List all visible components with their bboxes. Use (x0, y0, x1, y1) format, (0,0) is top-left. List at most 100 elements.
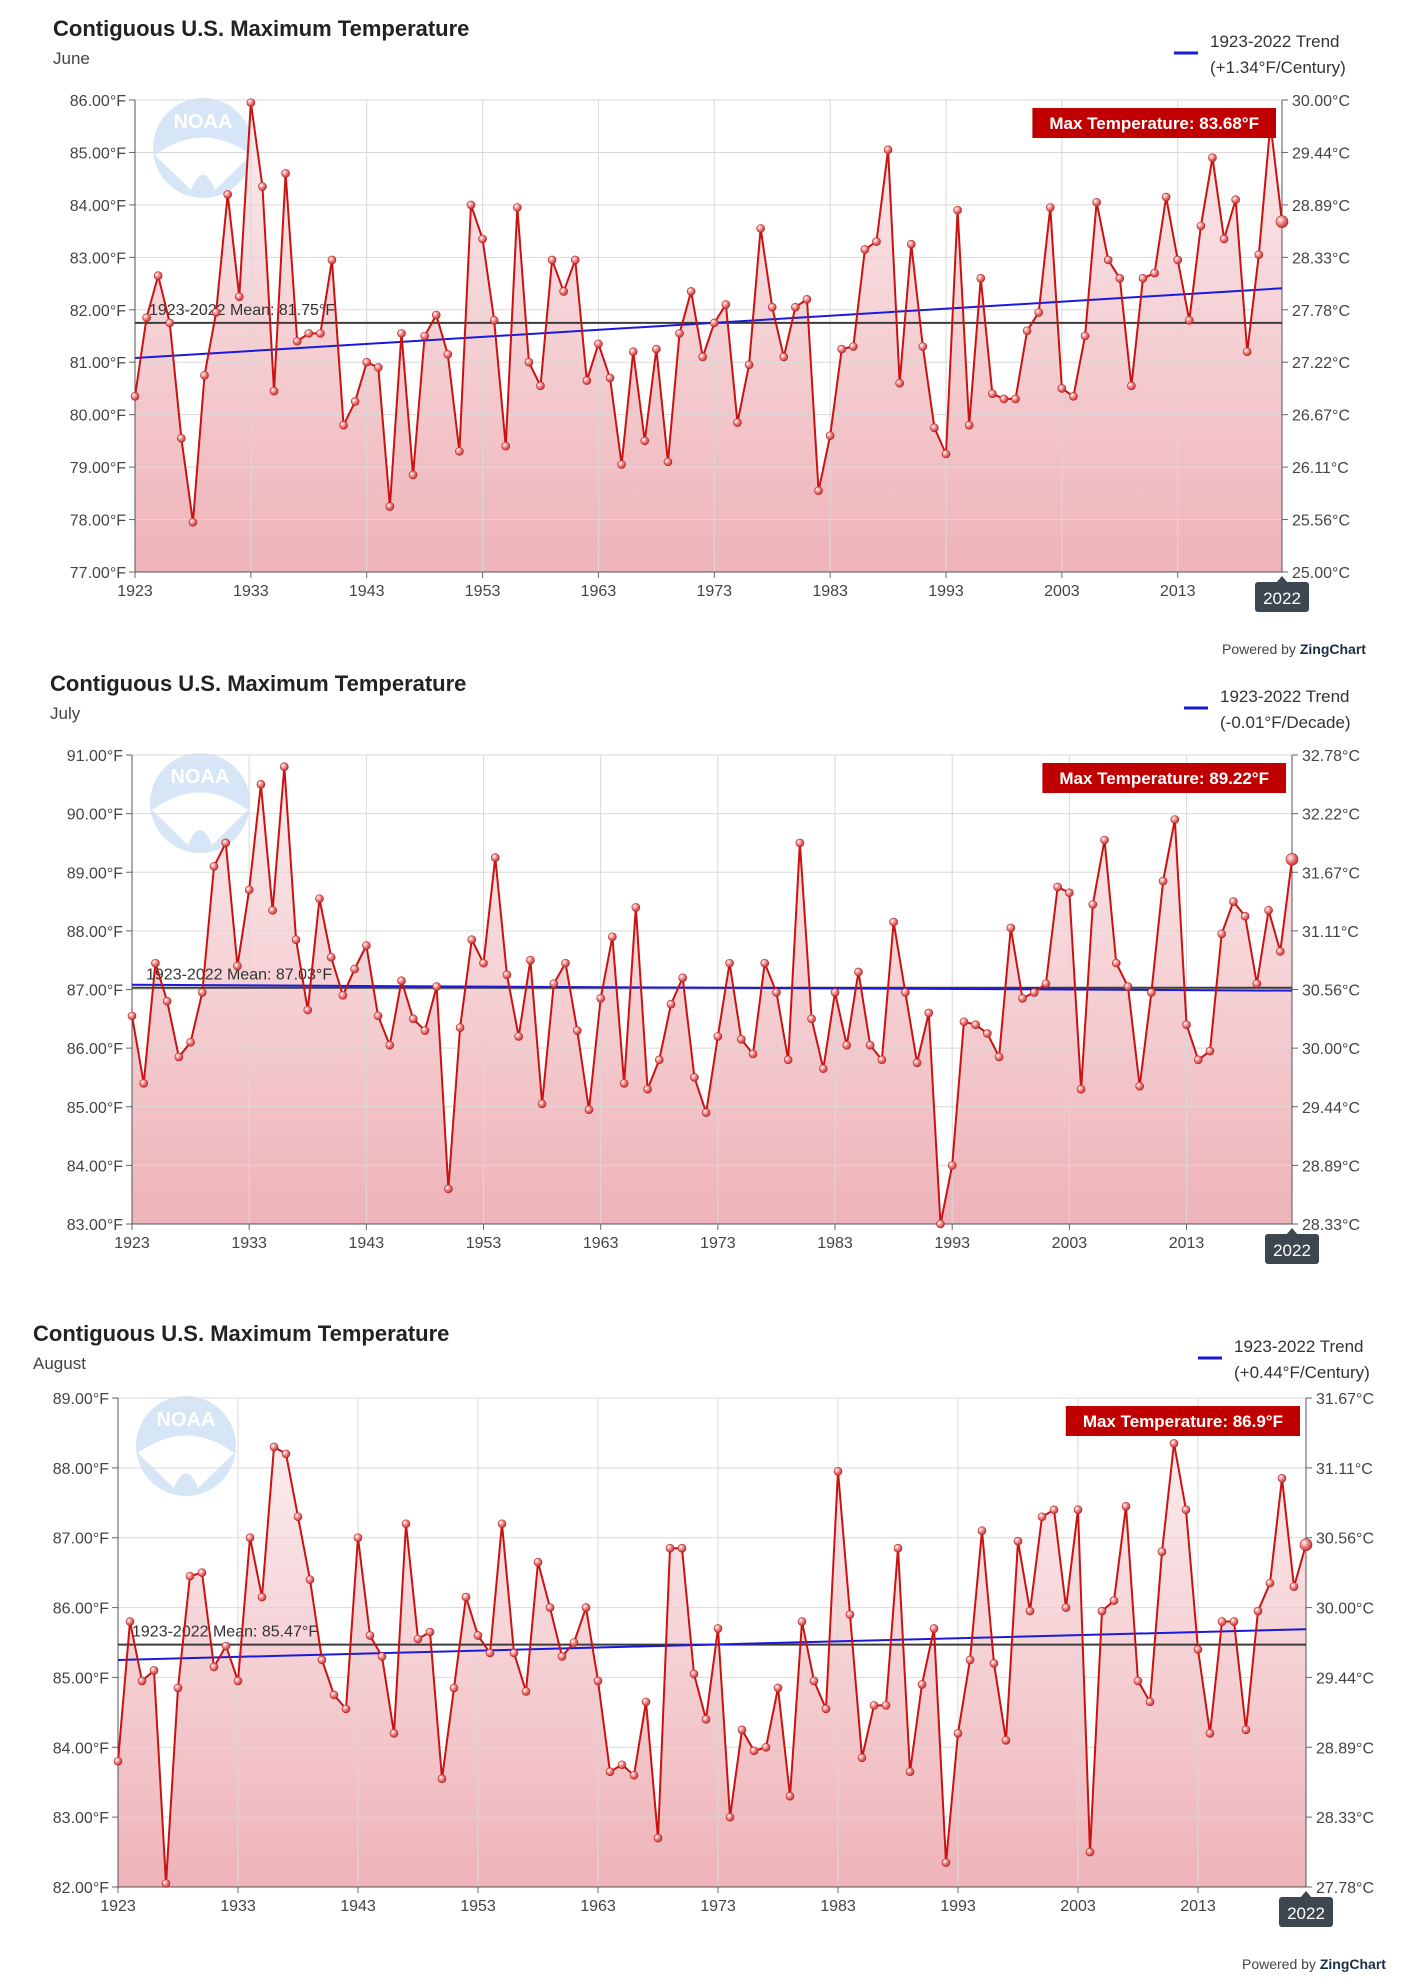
data-point (211, 308, 221, 317)
mean-label: 1923-2022 Mean: 81.75°F (149, 302, 335, 319)
y-tick-label: 82.00°F (70, 303, 126, 320)
data-point (1219, 234, 1229, 244)
y-tick-label: 85.00°F (53, 1670, 109, 1687)
data-point (953, 205, 962, 215)
y-tick-label: 86.00°F (67, 1041, 123, 1058)
data-point (725, 958, 734, 968)
data-point (976, 274, 986, 283)
y2-tick-label: 32.22°C (1302, 807, 1360, 824)
y-tick-label: 88.00°F (53, 1461, 109, 1478)
x-tick-label: 1943 (349, 1235, 385, 1252)
data-point (629, 1770, 639, 1780)
x-tick-label: 1943 (349, 583, 385, 600)
data-point (643, 1084, 652, 1094)
data-point (280, 762, 289, 772)
data-point (130, 392, 140, 401)
powered-by-2[interactable]: Powered by ZingChart (1242, 1956, 1386, 1972)
data-point (570, 255, 580, 265)
data-point (983, 1029, 992, 1038)
y2-tick-label: 29.44°C (1292, 145, 1350, 162)
data-point (257, 1592, 267, 1602)
data-point (744, 360, 754, 370)
data-point (256, 780, 266, 789)
data-point (767, 302, 777, 312)
data-point (608, 932, 617, 942)
data-point (1275, 947, 1285, 956)
data-point (677, 1543, 687, 1553)
y2-tick-label: 30.00°C (1302, 1041, 1360, 1058)
mean-label: 1923-2022 Mean: 87.03°F (146, 967, 332, 984)
data-point (485, 1648, 495, 1658)
data-point (501, 441, 511, 451)
data-point (965, 1655, 975, 1665)
data-point (350, 964, 359, 974)
data-point (582, 376, 592, 385)
data-point (408, 470, 418, 480)
data-point (385, 502, 395, 511)
data-point (125, 1617, 135, 1626)
data-point (1196, 221, 1206, 231)
data-point (569, 1638, 579, 1647)
data-point (675, 329, 684, 338)
data-point (420, 331, 429, 341)
data-point (545, 1603, 555, 1612)
data-point (559, 287, 568, 296)
data-point (641, 1697, 651, 1707)
data-point (912, 1058, 922, 1068)
legend-sub: (+1.34°F/Century) (1210, 58, 1346, 77)
data-point (725, 1812, 735, 1822)
data-point (221, 838, 231, 848)
y-tick-label: 78.00°F (70, 513, 126, 530)
y-tick-label: 84.00°F (67, 1158, 123, 1175)
data-area (135, 102, 1282, 572)
data-point (1182, 1020, 1191, 1029)
y-tick-label: 86.00°F (70, 93, 126, 110)
data-point (652, 344, 661, 354)
data-point (221, 1641, 231, 1651)
data-point (1018, 993, 1027, 1003)
y2-tick-label: 26.11°C (1292, 460, 1349, 477)
x-last-badge (1255, 582, 1309, 612)
data-point (1217, 1617, 1227, 1626)
data-point (186, 1037, 195, 1047)
data-point (1277, 1474, 1287, 1483)
data-point (1006, 923, 1016, 933)
data-point (489, 315, 499, 325)
y-tick-label: 81.00°F (70, 355, 126, 372)
data-point (1157, 1547, 1167, 1556)
data-point (281, 169, 290, 178)
data-point (690, 1073, 699, 1082)
data-point (1169, 1439, 1179, 1448)
data-point (127, 1011, 137, 1021)
x-last-badge (1279, 1897, 1333, 1927)
y2-tick-label: 31.11°C (1302, 924, 1359, 941)
noaa-logo-text: NOAA (157, 1409, 216, 1431)
data-point (1147, 988, 1156, 997)
y2-tick-label: 30.56°C (1316, 1531, 1374, 1548)
data-point (1080, 331, 1090, 341)
data-point (1109, 1596, 1119, 1605)
data-point (444, 1184, 453, 1194)
data-point (1181, 1505, 1191, 1515)
data-point (497, 1519, 507, 1529)
data-point (521, 1687, 531, 1696)
data-point (1001, 1735, 1011, 1745)
y2-tick-label: 30.56°C (1302, 983, 1360, 1000)
y-tick-label: 89.00°F (53, 1391, 109, 1408)
chart-august: Contiguous U.S. Maximum Temperature Augus… (33, 1321, 1374, 1927)
y-tick-label: 83.00°F (70, 250, 126, 267)
powered-by-1[interactable]: Powered by ZingChart (1222, 641, 1366, 657)
trend-line (134, 287, 1283, 360)
data-point (596, 993, 605, 1003)
data-point (385, 1040, 395, 1050)
data-point (1205, 1046, 1215, 1056)
data-point (1076, 1084, 1086, 1094)
data-point (174, 1052, 184, 1062)
data-point (756, 224, 765, 233)
data-point (1022, 326, 1032, 336)
data-point (772, 988, 781, 997)
data-point (653, 1833, 663, 1843)
y-tick-label: 84.00°F (70, 198, 126, 215)
data-point (353, 1533, 363, 1543)
data-point (197, 1568, 207, 1577)
